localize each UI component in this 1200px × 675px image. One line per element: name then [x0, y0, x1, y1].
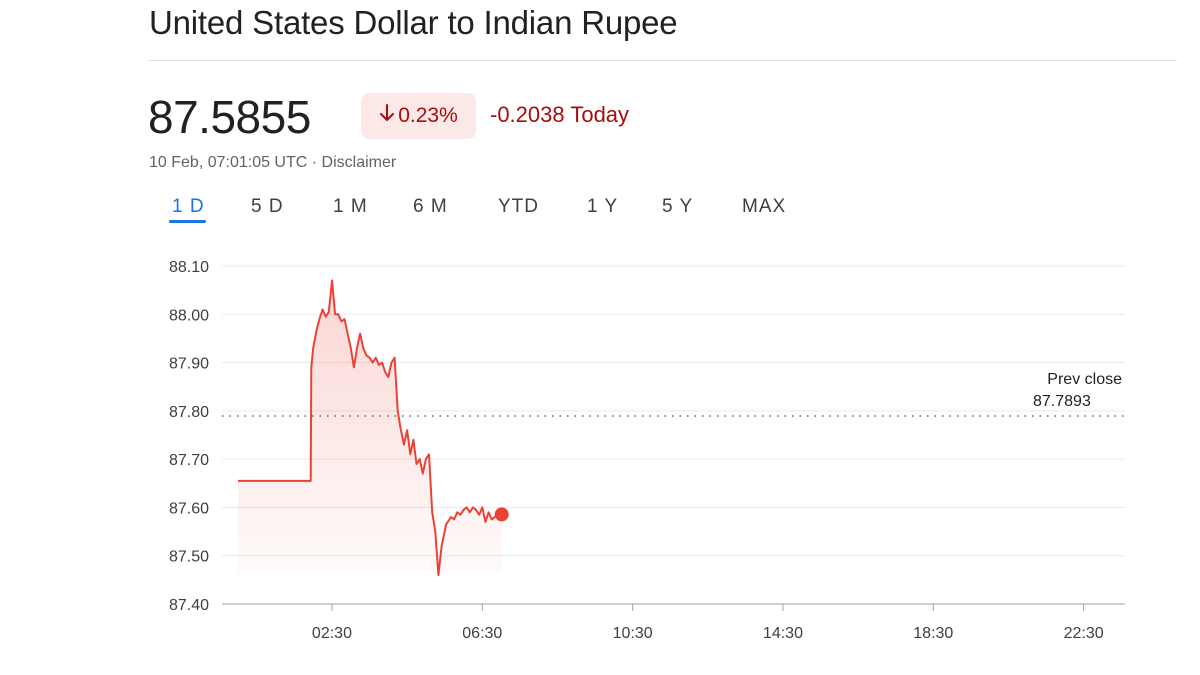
x-tick-label: 06:30 [462, 625, 502, 642]
disclaimer-link[interactable]: Disclaimer [321, 154, 397, 171]
tab-1y[interactable]: 1 Y [587, 196, 619, 217]
x-tick-label: 18:30 [913, 625, 953, 642]
y-tick-label: 87.60 [169, 500, 209, 517]
current-price: 87.5855 [148, 91, 311, 143]
active-tab-indicator [169, 220, 206, 223]
x-axis-labels: 02:30 06:30 10:30 14:30 18:30 22:30 [312, 625, 1104, 642]
change-today: -0.2038 Today [490, 102, 630, 127]
y-tick-label: 87.40 [169, 597, 209, 614]
current-price-marker [494, 507, 509, 522]
y-axis-labels: 88.10 88.00 87.90 87.80 87.70 87.60 87.50 87.40 [169, 259, 209, 614]
tab-1m[interactable]: 1 M [333, 196, 368, 217]
tab-ytd[interactable]: YTD [498, 196, 539, 217]
y-tick-label: 88.00 [169, 307, 209, 324]
y-tick-label: 87.90 [169, 356, 209, 373]
tab-5d[interactable]: 5 D [251, 196, 284, 217]
tab-6m[interactable]: 6 M [413, 196, 448, 217]
x-tick-label: 14:30 [763, 625, 803, 642]
arrow-down-icon [379, 104, 395, 128]
y-tick-label: 87.70 [169, 452, 209, 469]
y-tick-label: 87.80 [169, 404, 209, 421]
change-percent-badge: 0.23% [361, 93, 476, 139]
x-tick-label: 22:30 [1064, 625, 1104, 642]
tab-5y[interactable]: 5 Y [662, 196, 694, 217]
change-percent: 0.23% [398, 104, 458, 127]
timestamp: 10 Feb, 07:01:05 UTC [149, 154, 308, 171]
prev-close-value: 87.7893 [1033, 393, 1091, 410]
page-title: United States Dollar to Indian Rupee [149, 4, 678, 41]
timestamp-line: 10 Feb, 07:01:05 UTC · Disclaimer [149, 154, 396, 172]
y-tick-label: 87.50 [169, 549, 209, 566]
tab-1d[interactable]: 1 D [172, 196, 205, 217]
y-tick-label: 88.10 [169, 259, 209, 276]
price-line [238, 279, 503, 576]
prev-close-label: Prev close [1047, 371, 1122, 388]
x-axis-ticks [331, 604, 1085, 611]
x-tick-label: 02:30 [312, 625, 352, 642]
meta-separator: · [311, 154, 318, 171]
price-area [238, 280, 502, 575]
header-divider [149, 60, 1177, 61]
tab-max[interactable]: MAX [742, 196, 787, 217]
x-tick-label: 10:30 [613, 625, 653, 642]
